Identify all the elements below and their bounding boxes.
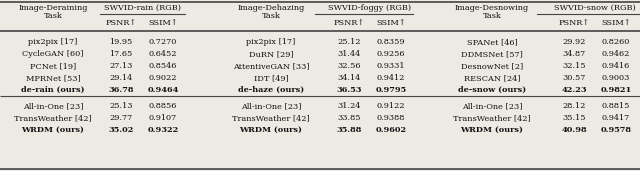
Text: 35.15: 35.15 bbox=[563, 114, 586, 122]
Text: 34.14: 34.14 bbox=[337, 74, 360, 82]
Text: 27.13: 27.13 bbox=[109, 62, 132, 70]
Text: 0.6452: 0.6452 bbox=[148, 50, 177, 58]
Text: 0.9462: 0.9462 bbox=[602, 50, 630, 58]
Text: 31.44: 31.44 bbox=[337, 50, 360, 58]
Text: 25.12: 25.12 bbox=[337, 38, 361, 46]
Text: Image-Deraining: Image-Deraining bbox=[19, 4, 88, 12]
Text: 0.8260: 0.8260 bbox=[602, 38, 630, 46]
Text: 0.9322: 0.9322 bbox=[147, 126, 179, 134]
Text: Task: Task bbox=[262, 12, 280, 20]
Text: PSNR↑: PSNR↑ bbox=[106, 19, 136, 27]
Text: AttentiveGAN [33]: AttentiveGAN [33] bbox=[233, 62, 309, 70]
Text: DesnowNet [2]: DesnowNet [2] bbox=[461, 62, 523, 70]
Text: 0.8546: 0.8546 bbox=[149, 62, 177, 70]
Text: Image-Dehazing: Image-Dehazing bbox=[237, 4, 305, 12]
Text: 0.9412: 0.9412 bbox=[377, 74, 405, 82]
Text: TransWeather [42]: TransWeather [42] bbox=[453, 114, 531, 122]
Text: 0.9022: 0.9022 bbox=[148, 74, 177, 82]
Text: All-in-One [23]: All-in-One [23] bbox=[23, 102, 83, 110]
Text: 29.14: 29.14 bbox=[109, 74, 132, 82]
Text: 32.15: 32.15 bbox=[563, 62, 586, 70]
Text: 31.24: 31.24 bbox=[337, 102, 361, 110]
Text: 0.9331: 0.9331 bbox=[377, 62, 405, 70]
Text: de-haze (ours): de-haze (ours) bbox=[238, 86, 304, 94]
Text: 30.57: 30.57 bbox=[563, 74, 586, 82]
Text: SWVID-snow (RGB): SWVID-snow (RGB) bbox=[554, 4, 636, 12]
Text: 0.9122: 0.9122 bbox=[377, 102, 405, 110]
Text: Task: Task bbox=[483, 12, 501, 20]
Text: SWVID-rain (RGB): SWVID-rain (RGB) bbox=[104, 4, 180, 12]
Text: 42.23: 42.23 bbox=[561, 86, 587, 94]
Text: 0.7270: 0.7270 bbox=[149, 38, 177, 46]
Text: 35.02: 35.02 bbox=[108, 126, 134, 134]
Text: 0.9821: 0.9821 bbox=[600, 86, 632, 94]
Text: 0.9464: 0.9464 bbox=[147, 86, 179, 94]
Text: 0.9388: 0.9388 bbox=[377, 114, 405, 122]
Text: 33.85: 33.85 bbox=[337, 114, 361, 122]
Text: SPANet [46]: SPANet [46] bbox=[467, 38, 517, 46]
Text: 28.12: 28.12 bbox=[563, 102, 586, 110]
Text: 0.9003: 0.9003 bbox=[602, 74, 630, 82]
Text: 0.9416: 0.9416 bbox=[602, 62, 630, 70]
Text: 0.9417: 0.9417 bbox=[602, 114, 630, 122]
Text: IDT [49]: IDT [49] bbox=[253, 74, 289, 82]
Text: PSNR↑: PSNR↑ bbox=[559, 19, 589, 27]
Text: 32.56: 32.56 bbox=[337, 62, 361, 70]
Text: TransWeather [42]: TransWeather [42] bbox=[232, 114, 310, 122]
Text: DDMSNet [57]: DDMSNet [57] bbox=[461, 50, 523, 58]
Text: SSIM↑: SSIM↑ bbox=[601, 19, 631, 27]
Text: pix2pix [17]: pix2pix [17] bbox=[28, 38, 77, 46]
Text: RESCAN [24]: RESCAN [24] bbox=[464, 74, 520, 82]
Text: 0.9602: 0.9602 bbox=[376, 126, 406, 134]
Text: 25.13: 25.13 bbox=[109, 102, 132, 110]
Text: DuRN [29]: DuRN [29] bbox=[249, 50, 293, 58]
Text: WRDM (ours): WRDM (ours) bbox=[239, 126, 303, 134]
Text: 0.9578: 0.9578 bbox=[600, 126, 632, 134]
Text: PSNR↑: PSNR↑ bbox=[333, 19, 365, 27]
Text: 19.95: 19.95 bbox=[109, 38, 132, 46]
Text: 0.8856: 0.8856 bbox=[149, 102, 177, 110]
Text: Image-Desnowing: Image-Desnowing bbox=[455, 4, 529, 12]
Text: CycleGAN [60]: CycleGAN [60] bbox=[22, 50, 84, 58]
Text: de-snow (ours): de-snow (ours) bbox=[458, 86, 526, 94]
Text: 0.8359: 0.8359 bbox=[377, 38, 405, 46]
Text: SSIM↑: SSIM↑ bbox=[376, 19, 406, 27]
Text: All-in-One [23]: All-in-One [23] bbox=[461, 102, 522, 110]
Text: All-in-One [23]: All-in-One [23] bbox=[241, 102, 301, 110]
Text: 35.88: 35.88 bbox=[336, 126, 362, 134]
Text: MPRNet [53]: MPRNet [53] bbox=[26, 74, 81, 82]
Text: 36.53: 36.53 bbox=[336, 86, 362, 94]
Text: PCNet [19]: PCNet [19] bbox=[30, 62, 76, 70]
Text: 17.65: 17.65 bbox=[109, 50, 132, 58]
Text: 36.78: 36.78 bbox=[108, 86, 134, 94]
Text: 0.9256: 0.9256 bbox=[377, 50, 405, 58]
Text: de-rain (ours): de-rain (ours) bbox=[21, 86, 84, 94]
Text: pix2pix [17]: pix2pix [17] bbox=[246, 38, 296, 46]
Text: WRDM (ours): WRDM (ours) bbox=[22, 126, 84, 134]
Text: SSIM↑: SSIM↑ bbox=[148, 19, 178, 27]
Text: 0.8815: 0.8815 bbox=[602, 102, 630, 110]
Text: 0.9795: 0.9795 bbox=[376, 86, 406, 94]
Text: 0.9107: 0.9107 bbox=[149, 114, 177, 122]
Text: 40.98: 40.98 bbox=[561, 126, 587, 134]
Text: 34.87: 34.87 bbox=[563, 50, 586, 58]
Text: 29.77: 29.77 bbox=[109, 114, 132, 122]
Text: WRDM (ours): WRDM (ours) bbox=[461, 126, 524, 134]
Text: TransWeather [42]: TransWeather [42] bbox=[14, 114, 92, 122]
Text: 29.92: 29.92 bbox=[563, 38, 586, 46]
Text: SWVID-foggy (RGB): SWVID-foggy (RGB) bbox=[328, 4, 412, 12]
Text: Task: Task bbox=[44, 12, 63, 20]
